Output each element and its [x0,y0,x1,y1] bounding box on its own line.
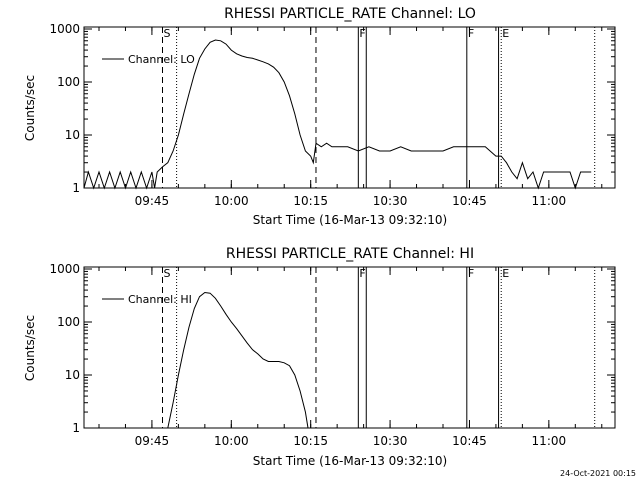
x-tick-label: 10:15 [293,434,328,448]
y-axis-label: Counts/sec [23,315,37,381]
x-tick-label: 10:15 [293,194,328,208]
event-marker-label: F [468,267,474,280]
event-marker-label: F [359,267,365,280]
y-tick-label: 1 [72,421,80,435]
legend-label: Channel: LO [128,53,195,66]
x-axis-label: Start Time (16-Mar-13 09:32:10) [253,213,447,227]
y-tick-label: 10 [65,128,80,142]
x-tick-label: 10:45 [452,434,487,448]
x-axis-label: Start Time (16-Mar-13 09:32:10) [253,454,447,468]
event-marker-label: F [468,27,474,40]
chart-marks: 1 10 100 1000 09:45 10:00 10:15 10:30 10:45 11:00… [49,262,616,448]
y-tick-label: 1000 [49,262,80,276]
x-tick-label: 10:30 [373,434,408,448]
plot-frame [83,266,616,429]
series-line [83,39,592,190]
event-marker-label: E [502,267,509,280]
chart-marks: 1 10 100 1000 09:45 10:00 10:15 10:30 10:45 11:00… [49,22,616,208]
chart-legend: Channel: LO [102,53,195,66]
y-tick-label: 1000 [49,22,80,36]
y-tick-label: 1 [72,181,80,195]
y-axis-label: Counts/sec [23,75,37,141]
x-tick-label: 11:00 [532,194,567,208]
event-marker-label: S [164,267,171,280]
x-tick-label: 11:00 [532,434,567,448]
x-tick-label: 10:30 [373,194,408,208]
event-marker-label: S [164,27,171,40]
series-line [167,291,309,429]
chart-title: RHESSI PARTICLE_RATE Channel: LO [224,6,476,22]
x-tick-label: 09:45 [135,194,170,208]
y-tick-label: 100 [57,75,80,89]
x-tick-label: 10:00 [214,194,249,208]
chart-title: RHESSI PARTICLE_RATE Channel: HI [226,246,474,262]
event-marker-label: F [359,27,365,40]
x-tick-label: 09:45 [135,434,170,448]
chart-panel-hi: RHESSI PARTICLE_RATE Channel: HI Counts/… [23,246,616,468]
x-tick-label: 10:45 [452,194,487,208]
y-tick-label: 100 [57,315,80,329]
chart-legend: Channel: HI [102,293,192,306]
x-tick-label: 10:00 [214,434,249,448]
footer-timestamp: 24-Oct-2021 00:15 [560,469,636,478]
y-tick-label: 10 [65,368,80,382]
chart-panel-lo: RHESSI PARTICLE_RATE Channel: LO Counts/… [23,6,616,227]
event-marker-label: E [502,27,509,40]
legend-label: Channel: HI [128,293,192,306]
plot-frame [83,26,616,189]
